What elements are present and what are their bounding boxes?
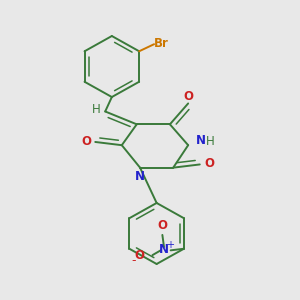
Text: N: N [196, 134, 206, 147]
Text: H: H [92, 103, 100, 116]
Text: O: O [158, 219, 167, 232]
Text: O: O [134, 249, 144, 262]
Text: +: + [166, 240, 174, 250]
Text: O: O [81, 135, 91, 148]
Text: H: H [206, 136, 215, 148]
Text: -: - [131, 254, 135, 267]
Text: O: O [184, 90, 194, 103]
Text: N: N [135, 170, 145, 183]
Text: Br: Br [154, 37, 169, 50]
Text: N: N [159, 243, 169, 256]
Text: O: O [204, 157, 214, 170]
